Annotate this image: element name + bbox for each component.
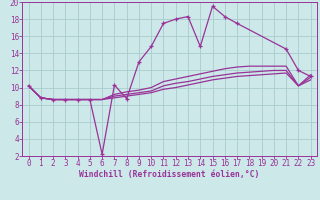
X-axis label: Windchill (Refroidissement éolien,°C): Windchill (Refroidissement éolien,°C) <box>79 170 260 179</box>
